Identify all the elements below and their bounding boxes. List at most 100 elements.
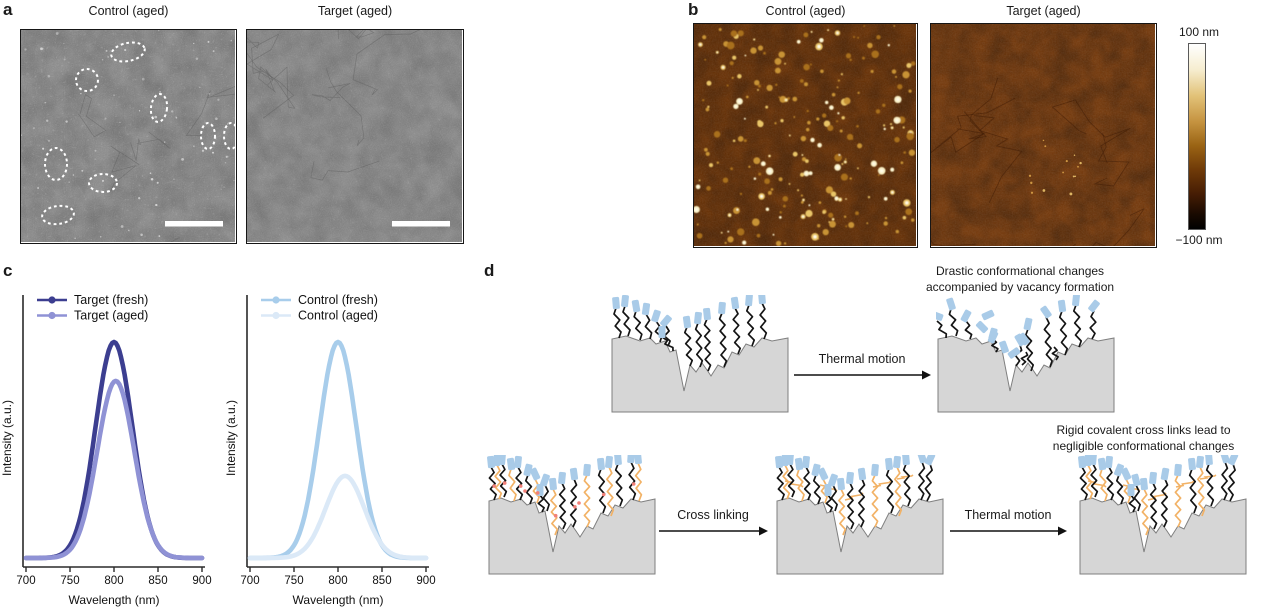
legend-label: Target (fresh) xyxy=(74,293,148,307)
surface-schematic xyxy=(930,293,1115,413)
legend-marker xyxy=(48,296,56,304)
molecular-chain xyxy=(1106,466,1115,501)
molecular-chain xyxy=(803,466,812,501)
grain-boundary-line xyxy=(247,37,295,119)
molecular-chain xyxy=(857,478,866,528)
molecular-chain xyxy=(885,468,895,514)
molecular-chain xyxy=(964,320,973,340)
height-colorbar xyxy=(1188,43,1206,230)
functional-head-icon xyxy=(597,457,605,471)
afm-particles xyxy=(694,25,916,246)
grain-boundary-line xyxy=(311,83,351,101)
functional-head-icon xyxy=(1227,452,1239,466)
x-tick-label: 900 xyxy=(192,575,211,587)
grain-boundary-line xyxy=(337,30,375,40)
functional-head-icon xyxy=(1113,463,1125,477)
functional-head-icon xyxy=(1188,457,1196,471)
molecular-chain xyxy=(718,312,728,368)
functional-head-icon xyxy=(775,455,783,469)
functional-head-icon xyxy=(1018,332,1030,346)
panel-b-label: b xyxy=(688,0,699,19)
molecular-chain xyxy=(499,463,508,498)
thermal-motion-arrow-top: Thermal motion xyxy=(792,352,932,386)
molecular-chain xyxy=(694,322,704,368)
molecular-chain xyxy=(532,478,540,504)
panel-a-label: a xyxy=(3,0,13,19)
right-arrow-icon xyxy=(950,526,1067,536)
grain-boundary-line xyxy=(310,160,380,181)
molecular-chain xyxy=(613,307,622,339)
molecular-chain xyxy=(634,462,643,502)
anchor-group-icon xyxy=(523,489,527,493)
molecular-chain xyxy=(537,494,545,513)
functional-head-icon xyxy=(583,463,591,477)
x-tick-label: 750 xyxy=(60,575,79,587)
molecular-chain xyxy=(871,474,879,528)
functional-head-icon xyxy=(1088,299,1100,313)
sem-texture xyxy=(21,30,235,242)
legend-label: Control (aged) xyxy=(298,309,378,323)
functional-head-icon xyxy=(487,455,495,469)
functional-head-icon xyxy=(924,452,936,466)
molecular-chain xyxy=(1043,316,1053,368)
perovskite-surface xyxy=(937,335,1115,413)
molecular-chain xyxy=(924,463,933,502)
functional-head-icon xyxy=(1131,473,1141,487)
anchor-group-icon xyxy=(518,484,523,488)
functional-head-icon xyxy=(540,473,550,487)
functional-head-icon xyxy=(758,291,766,305)
grain-boundary-line xyxy=(258,66,296,109)
anchor-group-icon xyxy=(577,501,581,505)
functional-head-icon xyxy=(694,311,702,325)
functional-head-icon xyxy=(514,455,522,469)
y-axis-label: Intensity (a.u.) xyxy=(0,400,14,476)
molecular-chain xyxy=(1079,466,1088,501)
functional-head-icon xyxy=(549,477,557,491)
x-axis-label: Wavelength (nm) xyxy=(293,593,384,607)
functional-head-icon xyxy=(824,484,832,496)
arrow-label: Thermal motion xyxy=(818,352,906,366)
molecular-chain xyxy=(991,338,999,353)
grain-boundary-line xyxy=(247,33,280,92)
dashed-ellipse-annotation xyxy=(41,204,75,226)
molecular-chain xyxy=(1090,463,1099,498)
dashed-ellipse-annotation xyxy=(88,173,118,193)
molecular-chain xyxy=(838,488,847,536)
functional-head-icon xyxy=(1140,477,1148,491)
perovskite-surface xyxy=(611,335,789,413)
scale-bar xyxy=(392,221,450,227)
molecular-chain xyxy=(1058,310,1069,356)
functional-head-icon xyxy=(1057,299,1067,313)
spectrum-curve xyxy=(23,378,205,561)
functional-head-icon xyxy=(621,294,629,308)
surface-schematic xyxy=(611,291,789,413)
grain-boundary-line xyxy=(352,30,420,96)
anchor-group-icon xyxy=(535,491,540,495)
functional-head-icon xyxy=(745,293,753,307)
molecular-chain xyxy=(515,466,524,501)
colorbar-min-label: −100 nm xyxy=(1175,233,1223,247)
surface-diagram-crosslinked xyxy=(775,450,945,575)
molecular-chain xyxy=(917,461,926,501)
crosslink-bond xyxy=(1199,474,1217,480)
caption-rigid-crosslinks: Rigid covalent cross links lead to negli… xyxy=(1018,423,1269,454)
functional-head-icon xyxy=(498,452,506,466)
functional-head-icon xyxy=(1174,463,1182,477)
molecular-chain xyxy=(1133,484,1141,512)
functional-head-icon xyxy=(846,471,854,485)
functional-head-icon xyxy=(1205,452,1213,466)
functional-head-icon xyxy=(1196,455,1204,469)
molecular-chain xyxy=(1051,346,1059,361)
molecular-chain xyxy=(1085,464,1094,500)
molecular-chain xyxy=(732,307,742,355)
molecular-chain xyxy=(606,466,615,517)
molecular-chain xyxy=(488,466,497,501)
x-tick-label: 800 xyxy=(104,575,123,587)
functional-head-icon xyxy=(627,450,635,464)
molecular-chain xyxy=(1174,474,1182,528)
molecular-chain xyxy=(1141,488,1150,536)
molecular-chain xyxy=(1227,463,1236,502)
functional-head-icon xyxy=(569,467,579,481)
grain-boundary-line xyxy=(130,131,171,161)
